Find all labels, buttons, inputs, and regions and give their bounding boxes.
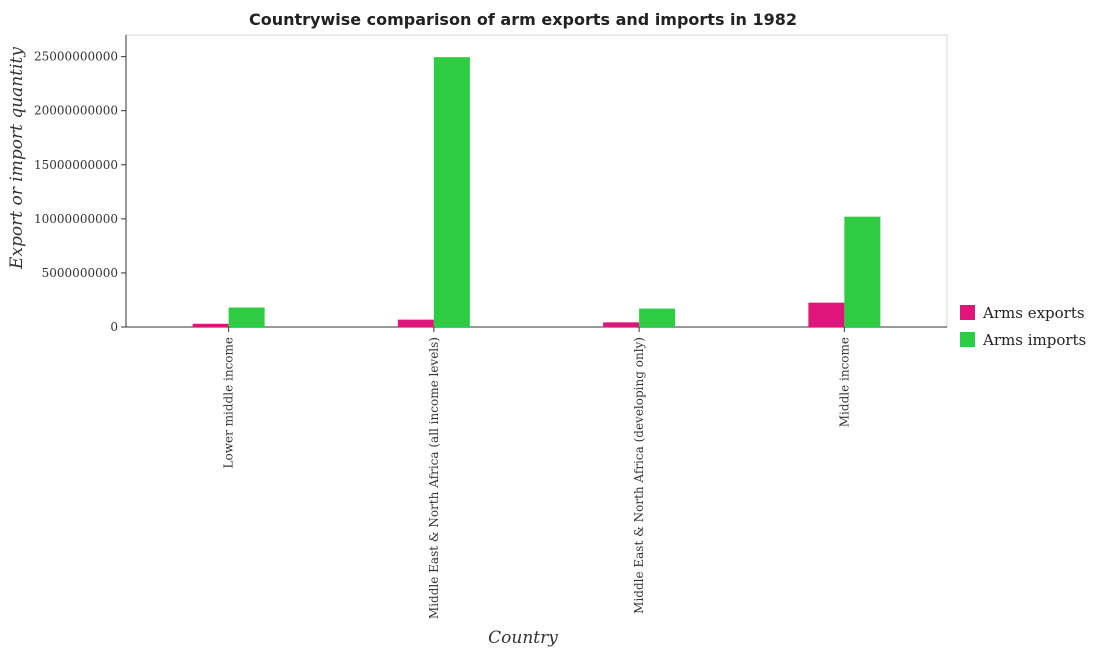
bar-arms-exports [603,322,640,327]
bar-arms-imports [228,307,265,327]
x-tick-label: Middle East & North Africa (all income l… [427,337,441,619]
legend-label: Arms exports [982,304,1085,322]
legend-swatch [960,305,975,320]
plot-area: 0 5000000000 10000000000 15000000000 2000000… [34,34,948,619]
bar-arms-exports [808,302,845,327]
legend: Arms exports Arms imports [960,304,1086,349]
bar-arms-exports [397,319,434,327]
y-tick-label: 20000000000 [34,104,118,118]
bar-arms-imports [433,57,470,327]
y-tick-label: 15000000000 [34,158,118,172]
bar-arms-exports [192,323,229,327]
legend-swatch [960,332,975,347]
y-tick-label: 25000000000 [34,50,118,64]
y-tick-label: 5000000000 [42,266,118,280]
x-tick-label: Middle income [837,337,851,427]
legend-label: Arms imports [982,331,1086,349]
x-axis-label: Country [488,628,558,648]
x-tick-label: Lower middle income [222,337,236,468]
y-axis-label: Export or import quantity [7,47,27,270]
y-tick-label: 0 [110,320,118,334]
bar-arms-imports [639,308,676,327]
bar-arms-imports [844,216,881,327]
chart-title: Countrywise comparison of arm exports an… [249,10,797,29]
y-tick-label: 10000000000 [34,212,118,226]
x-tick-label: Middle East & North Africa (developing o… [632,337,646,614]
